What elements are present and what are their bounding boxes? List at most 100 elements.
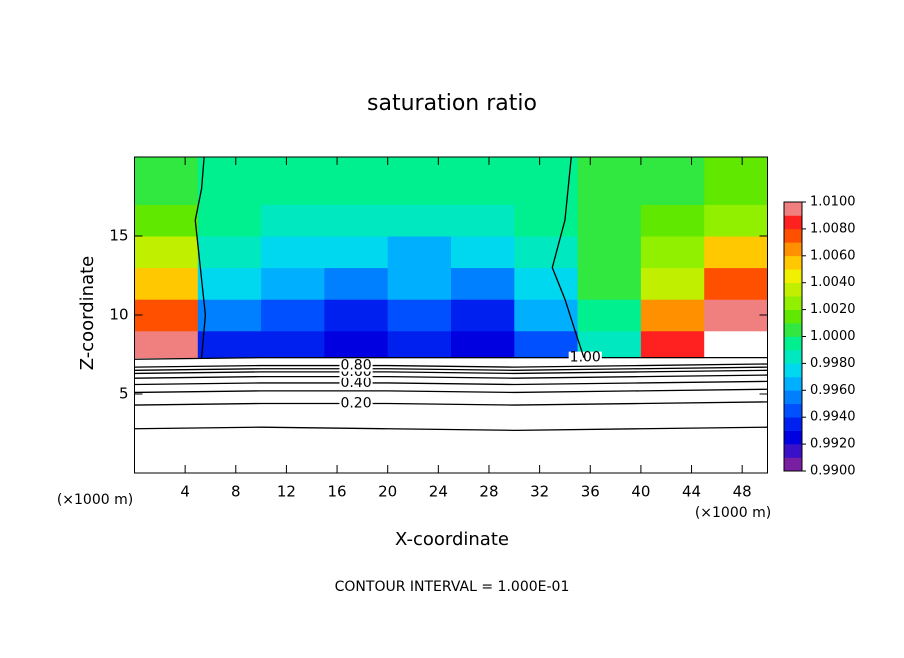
field-cell [387, 267, 452, 300]
colorbar-band [784, 417, 802, 431]
field-cell [514, 299, 579, 332]
field-cell [261, 267, 325, 300]
colorbar-tick-label: 1.0020 [810, 302, 856, 317]
field-cell [261, 236, 325, 269]
field-cell [261, 330, 325, 359]
field-cell [134, 267, 199, 300]
field-cell [387, 204, 452, 237]
chart-title: saturation ratio [367, 91, 537, 116]
x-unit-label: (×1000 m) [695, 505, 771, 521]
colorbar-tick-label: 0.9960 [810, 383, 856, 398]
field-cell [451, 157, 515, 205]
colorbar-tick-label: 1.0100 [810, 195, 856, 210]
colorbar-band [784, 457, 802, 472]
colorbar-tick-label: 0.9980 [810, 356, 856, 371]
field-cell [324, 299, 389, 332]
colorbar-band [784, 309, 802, 324]
x-tick-label: 40 [631, 483, 650, 501]
x-tick-label: 32 [530, 483, 549, 501]
field-cell [197, 204, 262, 237]
contour-label: 0.40 [340, 375, 371, 391]
colorbar-band [784, 269, 802, 283]
y-tick-label: 15 [109, 227, 128, 245]
contour-label-bg [568, 351, 602, 364]
contour-line [134, 388, 768, 394]
field-cell [640, 299, 705, 332]
colorbar-band [784, 228, 802, 243]
x-axis-label: X-coordinate [395, 529, 509, 550]
colorbar-band [784, 296, 802, 310]
y-tick-label: 10 [109, 306, 128, 324]
field-cell [387, 236, 452, 269]
contour-line [134, 401, 768, 406]
colorbar-band [784, 336, 802, 351]
field-cell [324, 267, 389, 300]
colorbar-band [784, 202, 802, 216]
x-tick-label: 44 [682, 483, 701, 501]
x-unit-label: (×1000 m) [57, 492, 133, 508]
x-tick-label: 12 [277, 483, 296, 501]
y-tick-label: 5 [119, 385, 129, 403]
x-tick-label: 48 [733, 483, 752, 501]
contour-label-bg [339, 359, 373, 372]
colorbar-band [784, 215, 802, 230]
field-cell [387, 299, 452, 332]
field-cell [324, 157, 389, 205]
field-cell [514, 236, 579, 269]
field-cell [514, 204, 579, 237]
x-tick-label: 24 [429, 483, 448, 501]
contour-label: 1.00 [570, 350, 601, 366]
contour-label: 0.80 [340, 358, 371, 374]
field-cell [387, 157, 452, 205]
field-cell [324, 236, 389, 269]
field-cell [640, 157, 705, 205]
field-cell [261, 204, 325, 237]
field-cell [577, 157, 642, 205]
contour-line [194, 156, 207, 358]
colorbar-band [784, 390, 802, 405]
field-cell [704, 267, 768, 300]
field-cell [451, 330, 515, 359]
colorbar-band [784, 444, 802, 458]
footer-note: CONTOUR INTERVAL = 1.000E-01 [335, 579, 570, 595]
colorbar-tick-label: 1.0080 [810, 221, 856, 236]
field-cell [197, 299, 262, 332]
field-cell [197, 330, 262, 359]
contour-label: 0.20 [340, 395, 371, 411]
contour-line [551, 156, 585, 358]
contour-line [134, 363, 768, 368]
field-cell [704, 299, 768, 332]
field-cell [324, 204, 389, 237]
colorbar-band [784, 255, 802, 270]
field-cell [197, 236, 262, 269]
x-tick-label: 20 [378, 483, 397, 501]
colorbar-tick-label: 0.9940 [810, 410, 856, 425]
contour-line [134, 357, 768, 360]
field-cell [134, 236, 199, 269]
field-cell [640, 204, 705, 237]
x-tick-label: 28 [479, 483, 498, 501]
field-cell [704, 157, 768, 205]
colorbar-band [784, 242, 802, 257]
field-cell [514, 267, 579, 300]
field-cell [577, 236, 642, 269]
x-tick-label: 36 [581, 483, 600, 501]
field-cell [451, 204, 515, 237]
contour-label-bg [339, 376, 373, 389]
colorbar-tick-label: 0.9900 [810, 464, 856, 479]
field-cell [197, 157, 262, 205]
colorbar-band [784, 349, 802, 364]
colorbar-band [784, 403, 802, 418]
field-cell [704, 330, 768, 359]
colorbar-band [784, 430, 802, 445]
contour-line [134, 366, 768, 371]
colorbar-band [784, 323, 802, 337]
field-cell [134, 330, 199, 359]
field-cell [134, 157, 199, 205]
colorbar-tick-label: 1.0060 [810, 248, 856, 263]
field-cell [197, 267, 262, 300]
field-cell [261, 157, 325, 205]
contour-line [134, 374, 768, 379]
colorbar-tick-label: 1.0000 [810, 329, 856, 344]
